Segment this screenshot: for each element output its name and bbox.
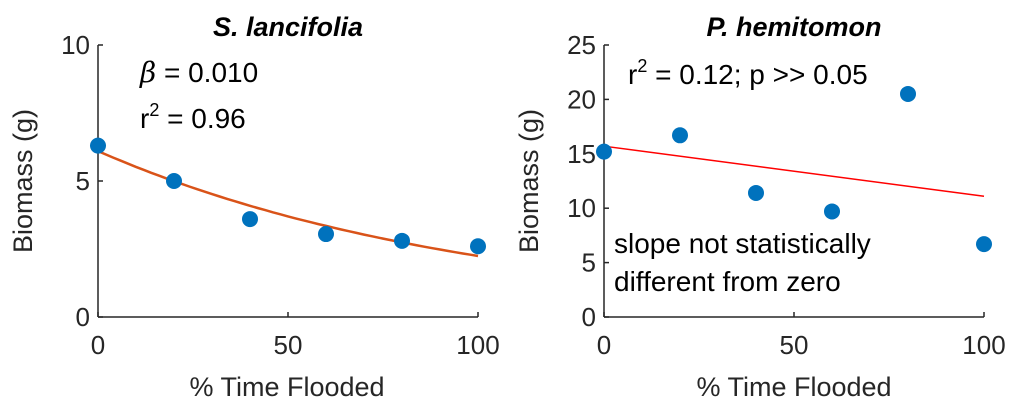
left-points bbox=[90, 137, 486, 255]
left-ylabel: Biomass (g) bbox=[8, 109, 38, 253]
right-annotation-r2: r2 = 0.12; p >> 0.05 bbox=[628, 56, 868, 90]
left-xtick-label: 0 bbox=[91, 330, 105, 360]
right-ticks: 0 5 10 15 20 25 0 50 100 bbox=[567, 30, 1006, 360]
right-data-point bbox=[900, 85, 916, 102]
right-ylabel: Biomass (g) bbox=[514, 109, 544, 253]
left-data-point bbox=[470, 238, 486, 255]
left-data-point bbox=[90, 137, 106, 154]
right-title: P. hemitomon bbox=[706, 12, 881, 42]
right-fit-line bbox=[603, 145, 985, 197]
right-data-point bbox=[824, 203, 840, 220]
right-annotation-line1: slope not statistically bbox=[614, 228, 871, 259]
right-ytick-label: 5 bbox=[582, 248, 596, 278]
right-xtick-label: 50 bbox=[780, 330, 809, 360]
right-data-point bbox=[748, 184, 764, 201]
right-ytick-label: 10 bbox=[567, 193, 596, 223]
right-xlabel: % Time Flooded bbox=[696, 372, 891, 402]
left-xtick-label: 100 bbox=[456, 330, 499, 360]
left-annotation-beta: β = 0.010 bbox=[139, 56, 258, 89]
left-data-point bbox=[166, 173, 182, 189]
left-data-point bbox=[318, 226, 334, 243]
right-annotation-line2: different from zero bbox=[614, 266, 841, 297]
right-ytick-label: 20 bbox=[567, 84, 596, 114]
left-ytick-label: 0 bbox=[76, 302, 90, 332]
left-annotation-r2: r2 = 0.96 bbox=[140, 100, 246, 134]
chart-right: 0 5 10 15 20 25 0 50 100 P. hemitomon % Time Flo… bbox=[514, 12, 1006, 402]
right-xtick-label: 100 bbox=[962, 330, 1005, 360]
left-xtick-label: 50 bbox=[274, 330, 303, 360]
right-xtick-label: 0 bbox=[597, 330, 611, 360]
right-data-point bbox=[976, 236, 992, 253]
right-ytick-label: 0 bbox=[582, 302, 596, 332]
left-data-point bbox=[394, 232, 410, 249]
left-ytick-label: 5 bbox=[76, 166, 90, 196]
right-ytick-label: 15 bbox=[567, 139, 596, 169]
right-ytick-label: 25 bbox=[567, 30, 596, 60]
right-data-point bbox=[596, 143, 612, 160]
right-points bbox=[596, 85, 992, 253]
left-fit-curve bbox=[97, 149, 479, 258]
left-data-point bbox=[242, 211, 258, 228]
left-xlabel: % Time Flooded bbox=[189, 372, 384, 402]
left-ytick-label: 10 bbox=[61, 30, 90, 60]
left-title: S. lancifolia bbox=[213, 12, 363, 42]
right-data-point bbox=[672, 127, 688, 144]
